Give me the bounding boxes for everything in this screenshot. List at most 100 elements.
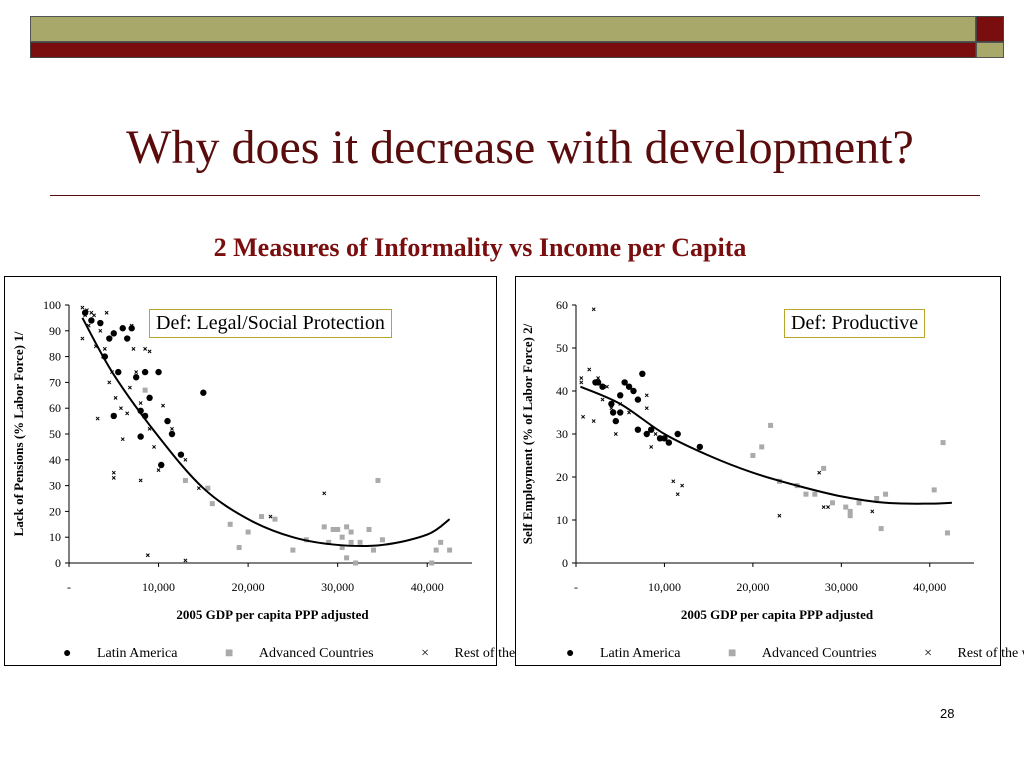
data-point-latin-america [110,330,117,337]
legend-marker-circle: ● [63,646,75,661]
data-point-rest-of-world [138,478,143,483]
data-point-advanced [940,440,946,446]
legend-item-rest: × Rest of the world [924,646,1024,661]
data-point-latin-america [97,319,104,327]
data-point-advanced [379,537,385,543]
chart-self-employment: 0 10 20 30 40 50 60 - 10,000 20,000 30,000 40,000 20… [520,298,974,622]
legend-marker-circle: ● [566,646,578,661]
y-axis-label: Self Employment (% of Labor Force) 2/ [520,323,535,544]
data-point-advanced [339,545,345,551]
data-point-advanced [245,529,251,535]
data-point-rest-of-world [120,437,125,442]
data-point-latin-america [674,430,681,438]
data-point-advanced [344,555,350,561]
legend-item-latin-america: ● Latin America [63,646,199,661]
data-point-rest-of-world [161,403,165,408]
x-tick-label: 30,000 [825,580,858,594]
y-tick-label: 30 [556,427,568,441]
data-point-rest-of-world [104,310,109,315]
data-point-rest-of-world [671,479,676,484]
data-point-advanced [339,534,345,540]
data-point-rest-of-world [127,385,132,390]
y-axis-label: Lack of Pensions (% Labor Force) 1/ [11,331,26,536]
data-point-rest-of-world [138,401,143,405]
data-point-rest-of-world [183,457,188,462]
data-point-rest-of-world [156,468,161,473]
data-point-advanced [142,387,148,393]
data-point-rest-of-world [118,406,123,411]
data-point-latin-america [630,387,637,395]
y-tick-label: 50 [49,427,61,441]
slide-subtitle: 2 Measures of Informality vs Income per … [213,233,747,262]
data-point-advanced [438,539,444,545]
data-point-advanced [883,491,889,497]
data-point-rest-of-world [107,380,112,385]
data-point-advanced [366,526,372,532]
data-point-advanced [370,547,376,553]
y-tick-label: 30 [49,479,61,493]
y-tick-label: 40 [556,384,568,398]
data-point-advanced [803,491,809,497]
y-tick-label: 20 [556,470,568,484]
data-point-advanced [335,526,341,532]
data-point-rest-of-world [579,380,584,385]
data-point-latin-america [609,409,617,416]
y-tick-label: 10 [49,530,61,544]
definition-box-productive: Def: Productive [784,309,926,338]
data-point-advanced [944,530,950,536]
data-point-rest-of-world [600,397,605,402]
legend-marker-square: ■ [727,646,740,661]
data-point-latin-america [88,317,95,324]
data-point-rest-of-world [116,370,121,375]
data-point-latin-america [639,370,646,377]
data-point-latin-america [124,335,131,342]
data-point-rest-of-world [579,376,584,381]
y-tick-label: 40 [49,453,61,467]
legend-label-latin-america: Latin America [96,646,178,661]
data-point-advanced [357,539,363,545]
x-axis-label: 2005 GDP per capita PPP adjusted [681,607,874,622]
data-point-rest-of-world [111,475,116,480]
x-tick-label: 40,000 [913,580,946,594]
chart-pensions: 0 10 20 30 40 50 60 70 80 90 100 - 10,000 20,000 30,00… [11,298,472,622]
data-point-rest-of-world [131,346,136,351]
data-point-rest-of-world [178,452,183,457]
data-point-rest-of-world [268,514,273,519]
y-tick-label: 10 [556,513,568,527]
data-point-rest-of-world [84,308,89,313]
data-point-rest-of-world [80,336,85,341]
data-point-advanced [750,453,756,458]
data-point-advanced [326,539,332,545]
definition-box-legal: Def: Legal/Social Protection [149,309,392,338]
data-point-latin-america [696,443,704,451]
data-point-advanced [433,547,439,553]
data-point-advanced [768,422,774,428]
x-tick-label: 20,000 [232,580,265,594]
data-point-rest-of-world [183,558,188,563]
legend-label-latin-america: Latin America [599,646,681,661]
data-point-latin-america [155,368,162,376]
y-tick-label: 0 [55,556,61,570]
data-point-latin-america [665,439,673,446]
data-point-rest-of-world [596,376,601,381]
data-point-rest-of-world [675,492,680,497]
data-point-rest-of-world [821,505,826,510]
trend-line [580,385,952,505]
header-band-olive [30,16,976,42]
data-point-rest-of-world [113,395,118,400]
data-point-advanced [931,487,937,493]
header-decor-bar [30,16,976,58]
data-point-rest-of-world [83,313,88,318]
data-point-rest-of-world [95,416,100,421]
data-point-advanced [812,491,818,497]
data-point-rest-of-world [613,432,618,436]
y-tick-label: 100 [43,298,61,312]
data-point-latin-america [621,379,628,386]
data-point-rest-of-world [653,432,658,436]
data-point-rest-of-world [644,393,649,398]
data-point-advanced [321,524,327,530]
data-point-advanced [236,545,242,551]
data-point-latin-america [200,389,207,396]
data-point-latin-america [110,412,117,420]
y-tick-label: 70 [49,375,61,389]
